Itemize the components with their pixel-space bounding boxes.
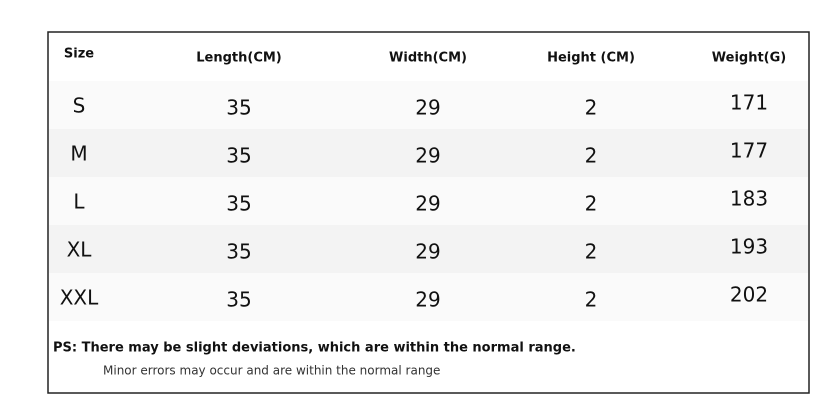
row-background [49,81,808,129]
table-cell: 35 [226,96,251,120]
header-cell: Height (CM) [547,51,635,66]
table-cell: 202 [730,283,768,307]
table-cell: 2 [585,192,598,216]
table-cell: 29 [415,192,440,216]
table-cell: 2 [585,288,598,312]
table-cell: 183 [730,187,768,211]
table-body: Size Length(CM) Width(CM) Height (CM) Weight… [49,47,808,321]
table-cell: 29 [415,96,440,120]
header-cell: Weight(G) [712,51,786,66]
table-cell: 193 [730,235,768,259]
table-cell: 2 [585,96,598,120]
table-cell: XL [67,238,93,262]
table-cell: M [70,142,87,166]
table-cell: L [73,190,85,214]
table-cell: 2 [585,240,598,264]
header-cell: Length(CM) [196,51,282,66]
table-cell: XXL [60,286,99,310]
table-cell: 177 [730,139,768,163]
table-cell: 35 [226,192,251,216]
row-background [49,129,808,177]
table-cell: 35 [226,288,251,312]
table-cell: 29 [415,240,440,264]
table-cell: 2 [585,144,598,168]
header-cell: Width(CM) [389,51,467,66]
row-background [49,177,808,225]
table-cell: 29 [415,288,440,312]
table-cell: S [73,94,86,118]
table-cell: 29 [415,144,440,168]
row-background [49,273,808,321]
header-cell: Size [64,47,94,62]
table-cell: 171 [730,91,768,115]
table-cell: 35 [226,240,251,264]
note-sub: Minor errors may occur and are within th… [103,364,440,378]
row-background [49,225,808,273]
note-main: PS: There may be slight deviations, whic… [53,341,576,356]
table-cell: 35 [226,144,251,168]
